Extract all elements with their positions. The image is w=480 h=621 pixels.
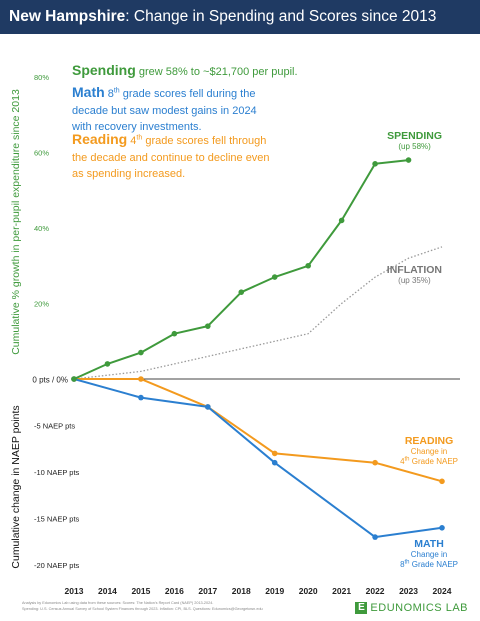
- chart-title: New Hampshire: Change in Spending and Sc…: [0, 0, 480, 34]
- x-tick-label: 2016: [165, 586, 184, 596]
- point-math-2022: [372, 534, 378, 540]
- zero-tick-label: 0 pts / 0%: [32, 376, 68, 385]
- annotation-reading-sup: th: [136, 134, 143, 142]
- edunomics-logo: E EDUNOMICS LAB: [355, 601, 468, 615]
- series-line-inflation: [73, 246, 443, 380]
- annotation-math-sup: th: [113, 87, 120, 95]
- annotation-spending: Spending grew 58% to ~$21,700 per pupil.: [72, 62, 402, 81]
- annotation-math: Math 8th grade scores fell during the de…: [72, 84, 277, 136]
- series-label-reading-name: READING: [404, 435, 454, 447]
- series-label-math-note2-wrap: 8th Grade NAEP: [400, 559, 458, 570]
- series-line-math: [73, 378, 443, 539]
- upper-tick-label: 60%: [34, 149, 49, 158]
- series-label-reading: READING Change in 4th Grade NAEP: [400, 435, 458, 467]
- point-spending-2017: [205, 323, 211, 329]
- x-tick-label: 2021: [332, 586, 351, 596]
- point-reading-2024: [439, 478, 445, 485]
- series-label-reading-note1: Change in: [410, 447, 448, 456]
- annotation-math-ordinal: 8: [107, 88, 114, 100]
- series-line-spending: [73, 159, 409, 380]
- upper-tick-label: 20%: [34, 300, 49, 309]
- series-label-reading-ordinal: 4: [400, 457, 405, 466]
- point-math-2015: [138, 394, 144, 401]
- title-rest: : Change in Spending and Scores since 20…: [125, 8, 437, 25]
- point-spending-2016: [171, 330, 178, 337]
- point-spending-2014: [104, 361, 111, 367]
- point-spending-2022: [372, 161, 378, 167]
- lower-tick-label: -10 NAEP pts: [34, 468, 80, 477]
- annotation-reading-ordinal: 4: [130, 135, 137, 147]
- series-label-math-note1: Change in: [410, 550, 448, 559]
- series-label-reading-sup: th: [404, 456, 410, 463]
- point-spending-2015: [138, 349, 144, 356]
- annotation-math-lead: Math: [72, 84, 105, 100]
- annotation-reading: Reading 4th grade scores fell through th…: [72, 131, 272, 183]
- lower-tick-label: -20 NAEP pts: [34, 561, 80, 570]
- x-tick-label: 2017: [198, 586, 217, 596]
- x-tick-label: 2022: [366, 586, 385, 596]
- series-layer: [71, 157, 445, 540]
- upper-axis-label: Cumulative % growth in per-pupil expendi…: [10, 89, 22, 355]
- point-spending-2023: [405, 157, 412, 163]
- lower-axis-label: Cumulative change in NAEP points: [10, 405, 22, 568]
- logo-mark-icon: E: [355, 602, 368, 614]
- point-spending-2020: [305, 262, 311, 269]
- upper-tick-label: 80%: [34, 73, 49, 82]
- annotation-spending-text: grew 58% to ~$21,700 per pupil.: [135, 66, 298, 78]
- logo-text: EDUNOMICS LAB: [370, 602, 468, 614]
- upper-tick-label: 40%: [34, 224, 49, 233]
- series-label-inflation: INFLATION (up 35%): [387, 264, 442, 286]
- x-tick-label: 2014: [98, 586, 117, 596]
- x-tick-label: 2023: [399, 586, 418, 596]
- annotation-spending-lead: Spending: [72, 62, 136, 78]
- series-label-reading-note2: Grade NAEP: [409, 457, 458, 466]
- source-footnote-line2: Spending: U.S. Census Annual Survey of S…: [22, 606, 263, 611]
- point-math-2017: [205, 404, 211, 410]
- series-line-reading: [74, 378, 443, 483]
- series-label-spending-name: SPENDING: [387, 130, 442, 142]
- x-tick-label: 2024: [433, 586, 452, 596]
- series-label-inflation-name: INFLATION: [386, 264, 442, 276]
- series-label-reading-note2-wrap: 4th Grade NAEP: [400, 456, 458, 467]
- series-label-spending-note: (up 58%): [398, 142, 431, 151]
- x-tick-label: 2015: [131, 586, 150, 596]
- title-state: New Hampshire: [9, 8, 126, 25]
- source-footnote: Analysis by Edunomics Lab using data fro…: [22, 601, 322, 612]
- lower-tick-label: -15 NAEP pts: [34, 515, 80, 524]
- point-math-2024: [439, 525, 445, 531]
- annotation-math-text: grade scores fell during the decade but …: [72, 88, 257, 133]
- axes: 0 pts / 0% 20% 40% 60% 80% -5 NAEP pts -10 NAE…: [10, 73, 460, 596]
- series-label-math-name: MATH: [414, 538, 444, 550]
- point-math-2019: [271, 459, 278, 466]
- x-tick-label: 2018: [232, 586, 251, 596]
- annotation-reading-lead: Reading: [72, 131, 128, 147]
- series-label-spending: SPENDING (up 58%): [387, 130, 442, 152]
- point-spending-2019: [271, 274, 278, 280]
- x-tick-label: 2013: [65, 586, 84, 596]
- source-footnote-line1: Analysis by Edunomics Lab using data fro…: [22, 601, 214, 605]
- point-spending-2013: [71, 376, 77, 382]
- series-label-inflation-note: (up 35%): [398, 276, 431, 285]
- annotation-reading-text: grade scores fell through the decade and…: [72, 135, 270, 180]
- series-label-math-ordinal: 8: [400, 560, 405, 569]
- point-spending-2021: [338, 217, 345, 224]
- point-reading-2015: [138, 376, 144, 382]
- x-tick-label: 2019: [265, 586, 284, 596]
- x-tick-label: 2020: [299, 586, 318, 596]
- point-reading-2019: [271, 450, 278, 457]
- point-spending-2018: [238, 289, 245, 295]
- lower-tick-label: -5 NAEP pts: [34, 422, 75, 431]
- series-label-math: MATH Change in 8th Grade NAEP: [400, 538, 458, 570]
- series-label-math-sup: th: [404, 559, 410, 566]
- series-label-math-note2: Grade NAEP: [409, 560, 458, 569]
- point-reading-2022: [372, 459, 378, 466]
